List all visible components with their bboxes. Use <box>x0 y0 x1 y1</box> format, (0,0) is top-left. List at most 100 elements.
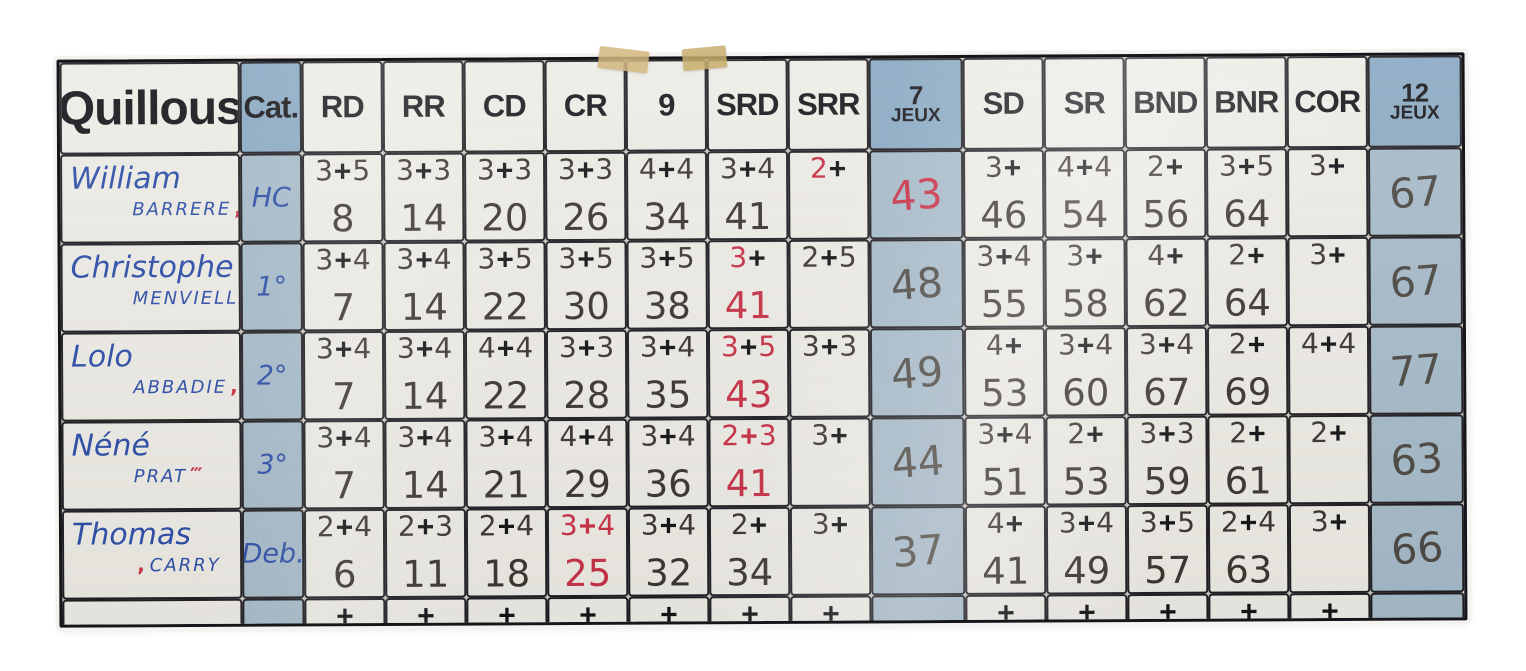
header-rd: RD <box>301 60 384 154</box>
score-digit: 4 <box>1056 150 1075 184</box>
printed-plus: + <box>738 153 757 187</box>
score-digit: 4 <box>986 506 1005 540</box>
player-name-cell: William BARRERE, <box>60 153 241 244</box>
player-last-name: PRAT ‴ <box>134 463 236 487</box>
header-srd: SRD <box>706 58 789 152</box>
score-digit: 3 <box>1308 149 1327 183</box>
score-top: 3+3 <box>385 153 462 188</box>
printed-plus: + <box>997 596 1015 628</box>
score-digit: 3 <box>558 241 577 276</box>
score-digit: 3 <box>1176 416 1195 450</box>
score-digit: 4 <box>354 510 373 544</box>
score-cumulative: 6 <box>332 553 357 597</box>
printed-plus: + <box>336 600 354 628</box>
score-digit: 3 <box>811 507 830 541</box>
score-digit: 3 <box>1066 239 1085 273</box>
total-cell-jeux12: 66 <box>1369 503 1465 593</box>
score-cell-cd: + <box>466 597 548 628</box>
score-top: 3+4 <box>965 240 1042 274</box>
score-top: 3+5 <box>466 242 543 276</box>
printed-plus: + <box>416 510 435 544</box>
score-cell-n9: 3+4 36 <box>627 418 709 508</box>
printed-plus: + <box>1319 327 1338 362</box>
score-digit: 4 <box>596 419 615 453</box>
header-jeux7: 7 JEUX <box>868 57 964 151</box>
score-digit: 3 <box>1310 505 1329 539</box>
header-line1: 7 <box>908 79 923 110</box>
player-first-name: Thomas <box>71 516 192 553</box>
score-digit: 3 <box>595 152 614 186</box>
score-digit: 2 <box>1220 505 1239 539</box>
score-cell-srd: 2+3 41 <box>708 417 790 508</box>
score-digit: 2 <box>397 509 416 543</box>
score-digit: 4 <box>677 330 696 364</box>
score-digit: 2 <box>730 508 749 542</box>
score-top: 3+3 <box>547 152 624 187</box>
score-digit: 3 <box>557 152 576 187</box>
score-cell-srd: 2+ 34 <box>708 506 791 597</box>
score-digit: 3 <box>1309 238 1328 272</box>
score-top: + <box>549 599 626 628</box>
score-digit: 4 <box>559 419 578 454</box>
jeux-total: 63 <box>1388 433 1445 485</box>
player-first-name: William <box>70 161 181 197</box>
score-cell-rr: 2+3 11 <box>384 508 467 598</box>
score-digit: 3 <box>395 153 414 187</box>
jeux-total: 67 <box>1387 166 1444 218</box>
printed-plus: + <box>1329 505 1348 540</box>
score-top: 2+5 <box>790 240 867 275</box>
score-digit: 4 <box>515 420 534 454</box>
score-cell-cor: 3+ <box>1287 147 1369 238</box>
score-cell-rd: + <box>304 597 386 628</box>
score-digit: 3 <box>1058 506 1077 540</box>
score-cell-bnd: + <box>1127 593 1209 628</box>
score-digit: 3 <box>514 153 533 187</box>
score-cell-sr: + <box>1046 594 1128 628</box>
score-digit: 3 <box>639 241 658 275</box>
jeux-total: 37 <box>890 524 946 577</box>
score-cell-cor: + <box>1289 592 1371 628</box>
score-top: 3+3 <box>548 330 625 365</box>
total-cell-jeux7: 48 <box>869 238 964 329</box>
score-cell-rr: 3+4 14 <box>383 330 466 420</box>
score-table: Quillous Cat. RD RR CD CR 9 SRD SRR 7 JEUX SD SR BND B… <box>56 52 1468 628</box>
score-top: 3+3 <box>1128 416 1205 451</box>
score-top: + <box>630 598 707 627</box>
score-cell-n9: 4+4 34 <box>626 151 708 241</box>
score-cell-rd: 2+4 6 <box>303 508 386 599</box>
score-top: 3+5 <box>1208 149 1285 183</box>
score-digit: 3 <box>396 242 415 276</box>
score-cell-bnd: 3+3 59 <box>1126 415 1208 506</box>
score-top: 3+ <box>1046 239 1123 273</box>
printed-plus: + <box>1004 329 1023 363</box>
printed-plus: + <box>749 508 768 543</box>
printed-plus: + <box>748 241 766 276</box>
score-digit: 3 <box>558 330 577 365</box>
jeux-total: 43 <box>888 168 945 221</box>
player-category: Deb. <box>241 509 305 599</box>
header-cr: CR <box>544 59 627 153</box>
score-digit: 4 <box>985 328 1004 362</box>
header-srr: SRR <box>787 58 870 151</box>
total-cell-jeux12 <box>1370 592 1465 628</box>
score-cell-cd: 3+5 22 <box>464 241 546 331</box>
printed-plus: + <box>1077 507 1096 541</box>
score-cell-sd: 4+ 41 <box>964 505 1047 595</box>
score-top: 3+4 <box>1128 328 1205 362</box>
header-cd: CD <box>463 60 546 153</box>
score-cumulative: 36 <box>644 462 692 506</box>
score-top: 2+3 <box>710 419 787 453</box>
score-digit: 3 <box>1139 416 1158 451</box>
score-digit: 2 <box>801 240 820 274</box>
red-tally-mark: , <box>137 552 147 577</box>
score-digit: 4 <box>353 421 372 455</box>
jeux-total: 77 <box>1388 344 1444 396</box>
printed-plus: + <box>1327 149 1346 184</box>
printed-plus: + <box>1157 328 1176 362</box>
score-cell-n9: 3+5 38 <box>626 240 708 330</box>
header-sr: SR <box>1043 57 1126 150</box>
score-top: 3+5 <box>628 241 705 275</box>
score-digit: 3 <box>316 421 335 455</box>
printed-plus: + <box>1075 151 1094 185</box>
